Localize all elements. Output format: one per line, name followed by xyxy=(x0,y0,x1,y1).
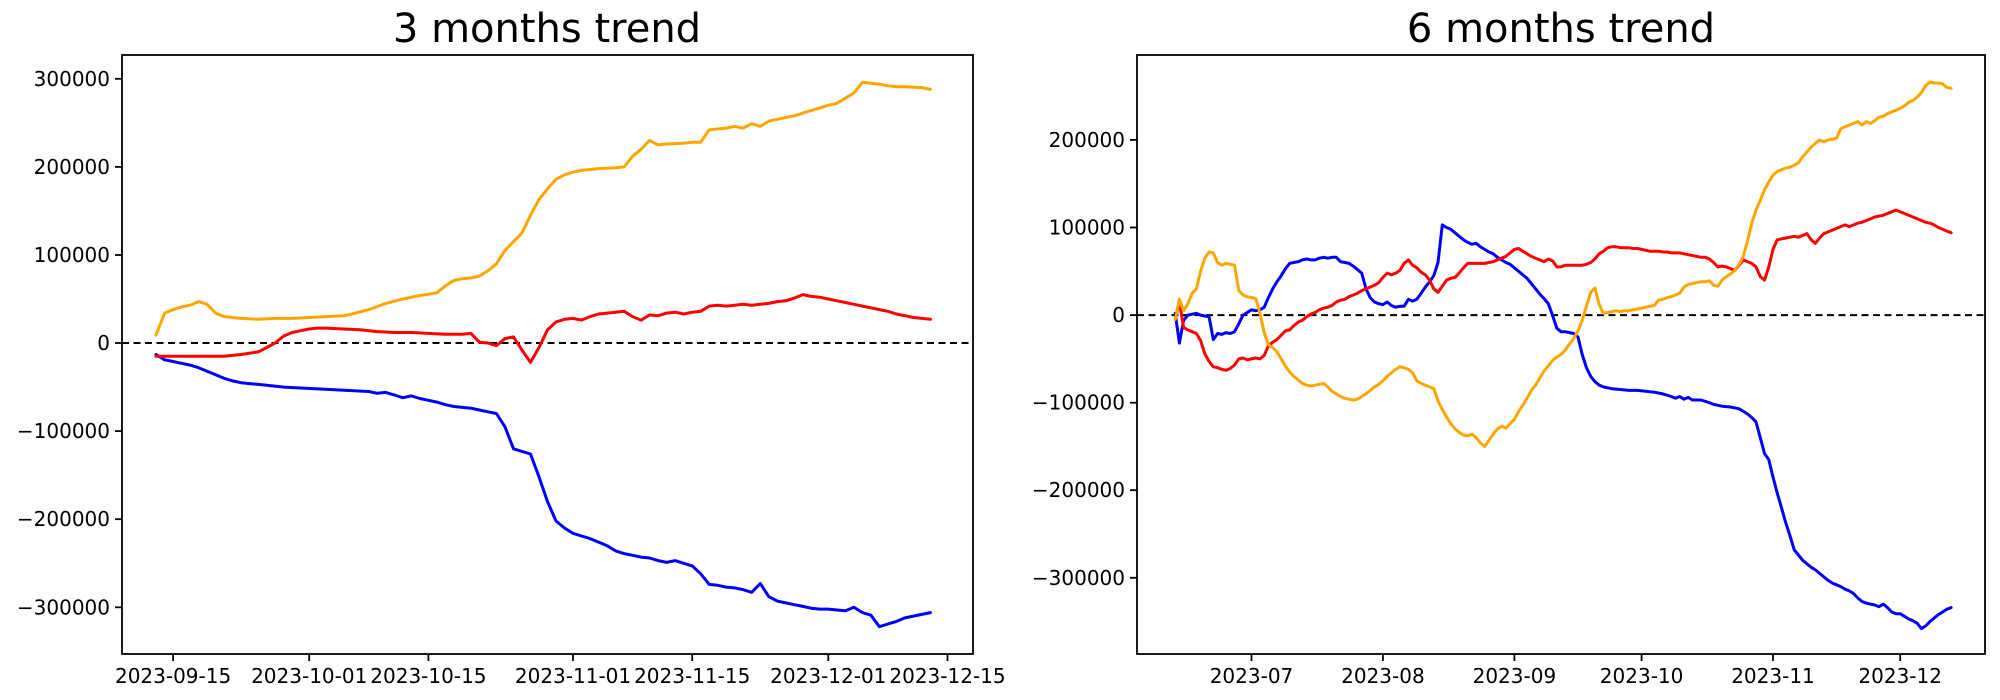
x-tick-label: 2023-10 xyxy=(1600,664,1684,688)
x-tick-label: 2023-08 xyxy=(1341,664,1425,688)
x-tick-label: 2023-09-15 xyxy=(115,664,231,688)
series-line-orange xyxy=(154,80,932,337)
x-tick-label: 2023-12-15 xyxy=(889,664,1005,688)
y-tick-label: 0 xyxy=(97,331,110,355)
series-line-red xyxy=(1173,208,1953,372)
y-tick-label: −200000 xyxy=(17,507,110,531)
x-tick-label: 2023-11-15 xyxy=(634,664,750,688)
x-tick-label: 2023-11-01 xyxy=(515,664,631,688)
y-tick-label: 100000 xyxy=(1049,216,1125,240)
chart-3-months-trend: 300000 200000 100000 0 −100000 −200000 −300000… xyxy=(17,54,1006,688)
series-line-blue xyxy=(154,353,932,629)
y-tick-label: 100000 xyxy=(34,243,110,267)
y-tick-label: 200000 xyxy=(1049,128,1125,152)
series-line-red xyxy=(154,293,932,364)
series-line-orange xyxy=(1173,80,1953,448)
chart-title-3-months: 3 months trend xyxy=(393,6,701,52)
chart-6-months-trend: 200000 100000 0 −100000 −200000 −300000 2023-0… xyxy=(1032,54,1986,688)
y-tick-label: −300000 xyxy=(17,595,110,619)
y-tick-label: −200000 xyxy=(1032,478,1125,502)
series-line-blue xyxy=(1173,223,1953,631)
y-tick-label: −300000 xyxy=(1032,566,1125,590)
y-tick-label: −100000 xyxy=(1032,391,1125,415)
x-tick-label: 2023-09 xyxy=(1473,664,1557,688)
axes-frame xyxy=(121,54,974,655)
y-tick-label: 0 xyxy=(1112,303,1125,327)
y-tick-label: 300000 xyxy=(34,67,110,91)
x-tick-label: 2023-10-15 xyxy=(370,664,486,688)
x-tick-label: 2023-10-01 xyxy=(251,664,367,688)
x-tick-label: 2023-07 xyxy=(1210,664,1294,688)
y-tick-label: −100000 xyxy=(17,419,110,443)
x-tick-label: 2023-12 xyxy=(1858,664,1942,688)
chart-title-6-months: 6 months trend xyxy=(1407,6,1715,52)
x-tick-label: 2023-11 xyxy=(1731,664,1815,688)
y-tick-label: 200000 xyxy=(34,155,110,179)
x-tick-label: 2023-12-01 xyxy=(770,664,886,688)
axes-frame xyxy=(1136,54,1986,655)
